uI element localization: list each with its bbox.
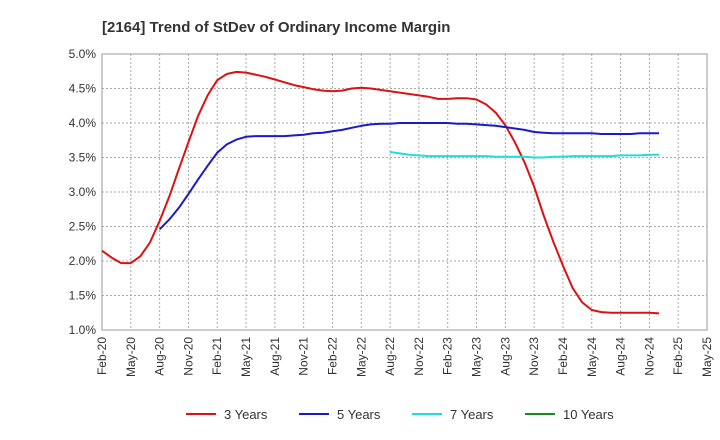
legend-label: 7 Years (450, 407, 494, 422)
x-tick-label: Feb-20 (95, 337, 109, 375)
y-tick-label: 5.0% (69, 47, 97, 61)
plot-area (101, 53, 708, 331)
x-tick-label: Aug-22 (383, 337, 397, 376)
legend-item-5-years: 5 Years (299, 407, 381, 422)
x-tick-label: May-20 (124, 337, 138, 377)
y-tick-label: 3.0% (69, 185, 97, 199)
y-tick-label: 1.0% (69, 323, 97, 337)
x-tick-label: Aug-21 (268, 337, 282, 376)
series-lines (101, 70, 660, 315)
x-tick-label: Feb-22 (325, 337, 339, 375)
x-tick-label: Feb-21 (210, 337, 224, 375)
legend-label: 5 Years (337, 407, 381, 422)
x-tick-label: Nov-22 (412, 337, 426, 376)
legend-label: 10 Years (563, 407, 614, 422)
legend-item-7-years: 7 Years (412, 407, 494, 422)
x-tick-label: Feb-25 (671, 337, 685, 375)
x-tick-label: Nov-24 (642, 337, 656, 376)
y-tick-label: 4.0% (69, 116, 97, 130)
legend-item-3-years: 3 Years (186, 407, 268, 422)
y-tick-label: 2.5% (69, 220, 97, 234)
x-tick-label: Aug-24 (614, 337, 628, 376)
y-tick-label: 4.5% (69, 82, 97, 96)
x-tick-label: Nov-21 (297, 337, 311, 376)
x-tick-label: May-24 (585, 337, 599, 377)
legend-item-10-years: 10 Years (525, 407, 614, 422)
y-axis-ticks: 5.0% 4.5% 4.0% 3.5% 3.0% 2.5% 2.0% 1.5% 1.0% (69, 47, 97, 337)
x-axis-ticks: Feb-20 May-20 Aug-20 Nov-20 Feb-21 May-21 Aug-… (95, 337, 714, 377)
x-tick-label: May-23 (470, 337, 484, 377)
x-tick-label: Nov-23 (527, 337, 541, 376)
series-line-3-years (101, 70, 660, 315)
grid (102, 54, 707, 330)
series-line-7-years (389, 151, 659, 159)
series-line-5-years (158, 122, 659, 231)
x-tick-label: May-21 (239, 337, 253, 377)
x-tick-label: Nov-20 (181, 337, 195, 376)
x-tick-label: Feb-24 (556, 337, 570, 375)
x-tick-label: Aug-23 (498, 337, 512, 376)
x-tick-label: Aug-20 (153, 337, 167, 376)
y-tick-label: 1.5% (69, 289, 97, 303)
y-tick-label: 3.5% (69, 151, 97, 165)
x-tick-label: May-22 (354, 337, 368, 377)
legend: 3 Years 5 Years 7 Years 10 Years (186, 407, 614, 422)
x-tick-label: Feb-23 (441, 337, 455, 375)
legend-label: 3 Years (224, 407, 268, 422)
x-tick-label: May-25 (700, 337, 714, 377)
y-tick-label: 2.0% (69, 254, 97, 268)
chart-title: [2164] Trend of StDev of Ordinary Income… (102, 19, 450, 36)
